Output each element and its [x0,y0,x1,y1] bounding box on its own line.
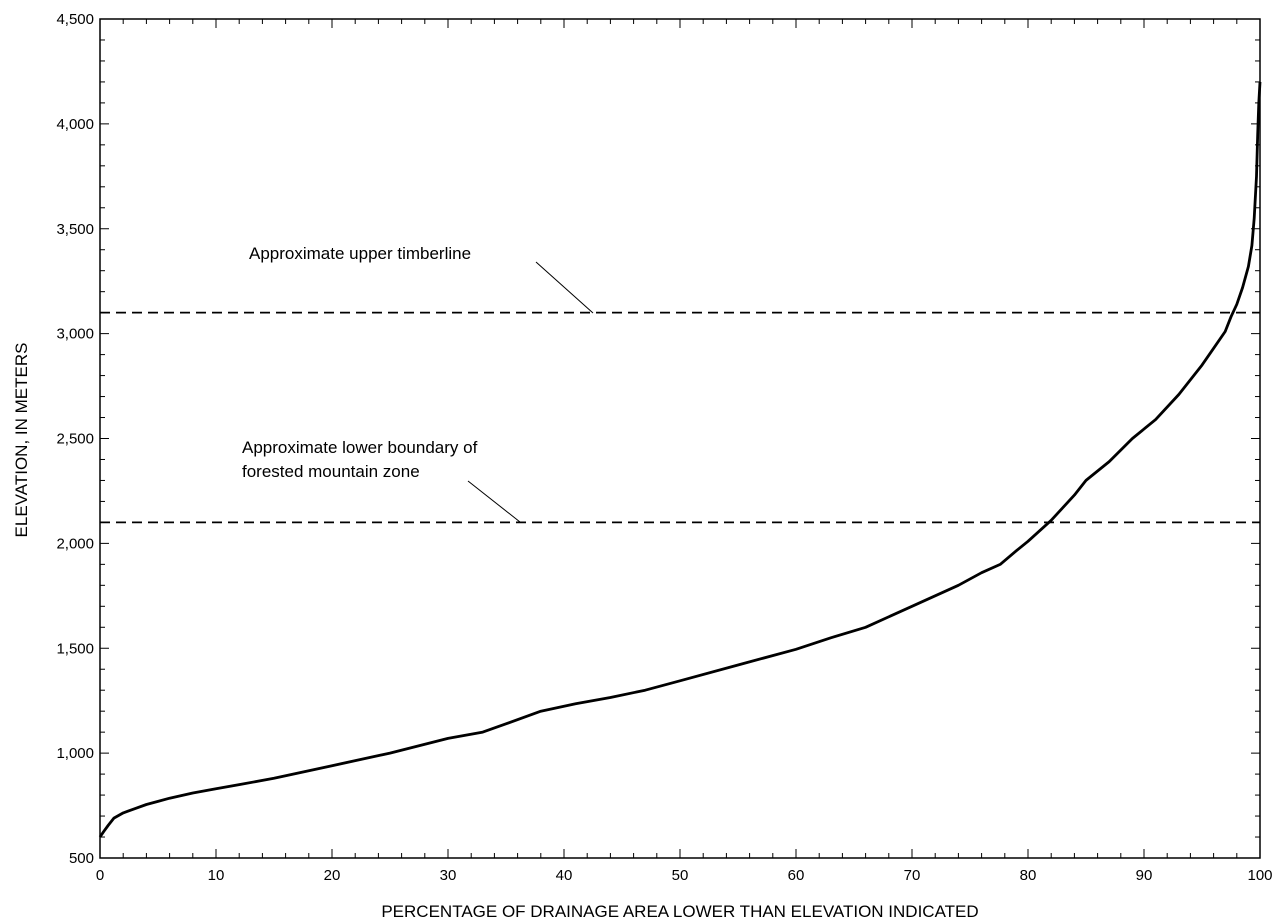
y-tick-label: 3,000 [56,326,94,343]
x-tick-label: 40 [556,867,573,884]
y-tick-label: 1,000 [56,745,94,762]
y-tick-label: 3,500 [56,221,94,238]
x-tick-label: 50 [672,867,689,884]
axis-ticks: 0 10 20 30 40 50 60 70 80 90 100 500 1,000 1,500 2,000… [56,11,1272,884]
x-tick-label: 30 [440,867,457,884]
y-tick-label: 500 [69,850,94,867]
lower-boundary-label-line-1: Approximate lower boundary of [242,438,478,457]
reference-lines [100,311,1260,524]
y-tick-label: 1,500 [56,640,94,657]
y-tick-label: 4,000 [56,116,94,133]
x-tick-label: 10 [208,867,225,884]
plot-frame [99,18,1261,859]
lower-boundary-leader [467,480,521,523]
x-tick-label: 60 [788,867,805,884]
x-tick-label: 20 [324,867,341,884]
y-tick-label: 2,500 [56,431,94,448]
x-tick-label: 100 [1247,867,1272,884]
elevation-curve [98,81,1262,838]
y-axis-title: ELEVATION, IN METERS [12,343,31,538]
x-tick-label: 90 [1136,867,1153,884]
y-tick-label: 2,000 [56,535,94,552]
upper-timberline-label: Approximate upper timberline [249,244,471,263]
x-tick-label: 70 [904,867,921,884]
x-tick-label: 80 [1020,867,1037,884]
x-tick-label: 0 [96,867,104,884]
x-axis-title: PERCENTAGE OF DRAINAGE AREA LOWER THAN E… [381,902,978,921]
upper-timberline-leader [535,261,594,314]
lower-boundary-label-line-2: forested mountain zone [242,462,420,481]
y-tick-label: 4,500 [56,11,94,28]
